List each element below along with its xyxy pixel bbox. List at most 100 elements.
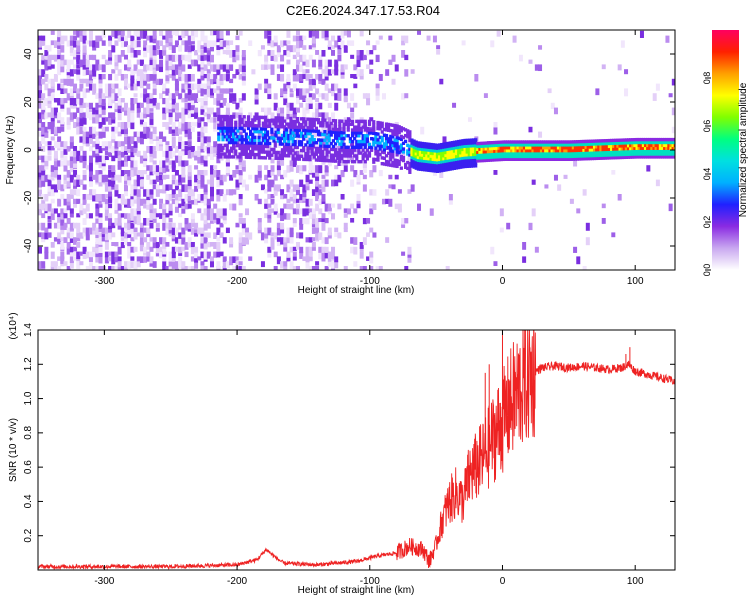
spectrogram-noise-cell	[184, 40, 189, 47]
spectrogram-noise-cell	[331, 69, 336, 74]
spectrogram-noise-cell	[315, 218, 320, 224]
spectrogram-ridge-cell	[639, 146, 643, 150]
spectrogram-noise-cell	[359, 69, 364, 76]
spectrogram-ridge-cell	[420, 167, 425, 172]
spectrogram-ridge-cell	[450, 155, 454, 159]
spectrogram-noise-cell	[108, 194, 113, 202]
spectrogram-noise-cell	[95, 35, 100, 42]
spectrogram-ridge-cell	[244, 132, 248, 136]
spectrogram-ridge-cell	[378, 152, 382, 157]
spectrogram-noise-cell	[264, 64, 269, 70]
spectrogram-noise-cell	[104, 83, 109, 91]
spectrogram-noise-cell	[159, 50, 164, 57]
spectrogram-noise-cell	[289, 179, 294, 187]
spectrogram-noise-cell	[41, 222, 46, 231]
spectrogram-noise-cell	[101, 107, 106, 115]
spectrogram-ridge-cell	[282, 148, 287, 152]
spectrogram-ridge-cell	[365, 139, 369, 144]
spectrogram-ridge-cell	[336, 156, 340, 161]
spectrogram-ridge-cell	[344, 154, 348, 158]
spectrogram-noise-cell	[200, 170, 205, 175]
spectrogram-noise-cell	[187, 88, 192, 95]
spectrogram-noise-cell	[146, 83, 151, 90]
spectrogram-noise-cell	[346, 208, 351, 215]
spectrogram-noise-cell	[162, 45, 167, 51]
spectrogram-ridge-cell	[308, 155, 312, 159]
spectrogram-noise-cell	[528, 59, 533, 64]
spectrogram-noise-cell	[318, 208, 323, 215]
spectrogram-ridge-cell	[667, 149, 671, 153]
spectrogram-noise-cell	[155, 141, 160, 148]
spectrogram-noise-cell	[362, 184, 367, 192]
spectrogram-noise-cell	[289, 246, 294, 253]
spectrogram-noise-cell	[146, 189, 151, 197]
spectrogram-noise-cell	[200, 107, 205, 115]
spectrogram-ridge-cell	[641, 155, 646, 159]
spectrogram-noise-cell	[98, 174, 103, 183]
spectrogram-ridge-cell	[265, 141, 270, 146]
spectrogram-ridge-cell	[355, 145, 359, 149]
spectrogram-noise-cell	[57, 218, 62, 223]
spectrogram-ridge-cell	[601, 156, 605, 160]
spectrogram-ridge-cell	[338, 122, 342, 126]
spectrogram-noise-cell	[295, 45, 300, 53]
spectrogram-noise-cell	[216, 69, 221, 76]
spectrogram-noise-cell	[181, 160, 186, 167]
spectrogram-ridge-cell	[265, 153, 270, 157]
spectrogram-ridge-cell	[478, 147, 482, 151]
spectrogram-noise-cell	[206, 141, 211, 148]
spectrogram-ridge-cell	[410, 144, 414, 148]
spectrogram-noise-cell	[162, 83, 167, 92]
spectrogram-ridge-cell	[295, 157, 299, 161]
spectrogram-noise-cell	[111, 251, 116, 257]
spectrogram-noise-cell	[133, 266, 138, 270]
spectrogram-ridge-cell	[342, 148, 346, 152]
spectrogram-ridge-cell	[433, 157, 437, 162]
spectrogram-ridge-cell	[380, 130, 384, 134]
spectrogram-noise-cell	[190, 40, 195, 45]
spectrogram-noise-cell	[216, 93, 221, 101]
spectrogram-ridge-cell	[395, 135, 399, 140]
spectrogram-noise-cell	[82, 232, 87, 237]
spectrogram-ridge-cell	[348, 136, 353, 141]
spectrogram-noise-cell	[321, 30, 326, 39]
spectrogram-noise-cell	[159, 40, 164, 47]
spectrogram-noise-cell	[305, 107, 310, 114]
spectrogram-noise-cell	[334, 69, 339, 76]
spectrogram-noise-cell	[41, 112, 46, 120]
spectrogram-noise-cell	[50, 170, 55, 177]
spectrogram-ridge-cell	[471, 146, 476, 151]
spectrogram-ridge-cell	[491, 141, 495, 145]
spectrogram-noise-cell	[63, 208, 68, 213]
spectrogram-noise-cell	[114, 242, 119, 247]
spectrogram-ridge-cell	[501, 149, 505, 153]
spectrogram-noise-cell	[280, 213, 285, 222]
spectrogram-noise-cell	[222, 256, 227, 262]
spectrogram-ridge-cell	[635, 155, 639, 159]
spectrogram-noise-cell	[318, 93, 323, 98]
spectrogram-noise-cell	[57, 50, 62, 55]
spectrogram-ridge-cell	[370, 131, 374, 135]
spectrogram-noise-cell	[108, 203, 113, 209]
spectrogram-ridge-cell	[505, 151, 510, 156]
spectrogram-noise-cell	[69, 194, 74, 199]
spectrogram-noise-cell	[283, 170, 288, 178]
spectrogram-ridge-cell	[559, 154, 563, 159]
spectrogram-noise-cell	[331, 50, 336, 56]
spectrogram-ridge-cell	[535, 148, 539, 153]
spectrogram-ridge-cell	[308, 123, 312, 127]
spectrogram-ridge-cell	[238, 135, 242, 139]
spectrogram-noise-cell	[340, 170, 345, 178]
spectrogram-ridge-cell	[274, 121, 278, 126]
spectrogram-noise-cell	[66, 174, 71, 182]
spectrogram-ridge-cell	[312, 123, 316, 127]
spectrogram-noise-cell	[171, 174, 176, 180]
spectrogram-noise-cell	[353, 237, 358, 245]
spectrogram-ridge-cell	[559, 148, 563, 153]
spectrogram-ridge-cell	[440, 168, 444, 173]
spectrogram-ridge-cell	[246, 155, 251, 159]
spectrogram-noise-cell	[324, 126, 329, 134]
spectrogram-ridge-cell	[304, 151, 308, 156]
spectrogram-ridge-cell	[605, 156, 609, 160]
spectrogram-noise-cell	[178, 64, 183, 70]
